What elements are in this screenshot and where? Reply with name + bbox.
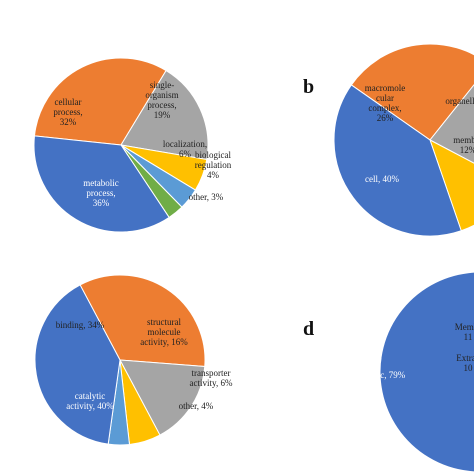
pie-b-slice-0 <box>350 43 474 141</box>
pie-a-label-0: cellular process, 32% <box>53 97 82 127</box>
pie-chart-d: Membr11 Extrac10 Cytoplasmic, 79% <box>339 271 474 473</box>
pie-d-label-1: Extrac10 <box>456 353 474 373</box>
pie-d-label-2: Cytoplasmic, 79% <box>339 370 406 380</box>
pie-b-label-3: cell, 40% <box>365 174 399 184</box>
pie-d-slice-2 <box>379 271 474 473</box>
pie-b-slice-1 <box>429 84 474 164</box>
pie-d-label-0: Membr11 <box>455 322 474 342</box>
pie-a-label-3: biological regulation 4% <box>195 150 232 180</box>
pie-c-label-3: other, 4% <box>179 401 214 411</box>
pie-a-label-1: single-organism process, 19% <box>145 80 178 120</box>
pie-a-label-4: other, 3% <box>189 192 224 202</box>
pie-b-label-1: organelle <box>445 96 474 106</box>
pie-c-label-2: transporter activity, 6% <box>190 368 233 388</box>
pie-a-slice-0 <box>33 57 167 146</box>
pie-a-slice-5 <box>33 135 170 233</box>
pie-chart-a: cellular process, 32% single-organism proces… <box>33 57 232 233</box>
pie-b-slice-2 <box>429 138 474 232</box>
pie-a-slice-1 <box>120 69 209 161</box>
pie-chart-c: binding, 34% structural molecule activity, … <box>34 274 233 446</box>
pie-c-slice-1 <box>119 359 206 436</box>
panel-label-b: b <box>303 76 314 98</box>
panel-label-d: d <box>303 318 314 340</box>
pie-c-label-4: catalytic activity, 40% <box>66 391 114 411</box>
pie-c-label-1: structural molecule activity, 16% <box>140 317 188 347</box>
pie-b-slice-3 <box>333 84 462 237</box>
pie-a-label-5: metabolic process, 36% <box>83 178 119 208</box>
pie-c-slice-4 <box>34 284 121 445</box>
pie-c-label-0: binding, 34% <box>56 320 105 330</box>
pie-b-label-2: membra12% <box>453 135 474 155</box>
pie-a-label-2: localization, 6% <box>163 139 207 159</box>
pie-b-label-0: macromole cular complex, 26% <box>365 83 405 123</box>
